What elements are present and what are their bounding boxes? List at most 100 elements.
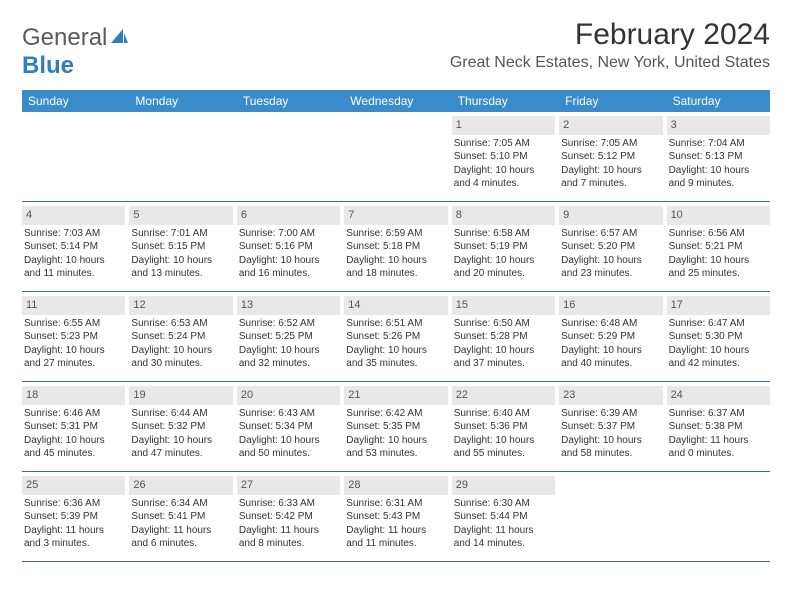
week-row: 1Sunrise: 7:05 AMSunset: 5:10 PMDaylight…	[22, 116, 770, 202]
day-line-day1: Daylight: 10 hours	[561, 434, 660, 448]
day-line-day1: Daylight: 11 hours	[346, 524, 445, 538]
day-line-day1: Daylight: 11 hours	[454, 524, 553, 538]
day-line-sunrise: Sunrise: 7:03 AM	[24, 227, 123, 241]
calendar-page: GeneralBlue February 2024 Great Neck Est…	[0, 0, 792, 580]
day-line-sunset: Sunset: 5:15 PM	[131, 240, 230, 254]
day-line-day2: and 32 minutes.	[239, 357, 338, 371]
day-line-sunrise: Sunrise: 6:47 AM	[669, 317, 768, 331]
weekday-cell: Wednesday	[344, 90, 447, 112]
day-line-sunrise: Sunrise: 6:46 AM	[24, 407, 123, 421]
day-text: Sunrise: 7:03 AMSunset: 5:14 PMDaylight:…	[22, 227, 125, 281]
day-line-day2: and 55 minutes.	[454, 447, 553, 461]
day-line-day1: Daylight: 10 hours	[346, 344, 445, 358]
day-line-day1: Daylight: 10 hours	[561, 254, 660, 268]
weekday-cell: Friday	[559, 90, 662, 112]
empty-cell	[237, 116, 340, 198]
day-number: 26	[129, 476, 232, 495]
day-cell: 16Sunrise: 6:48 AMSunset: 5:29 PMDayligh…	[559, 296, 662, 378]
day-line-day1: Daylight: 10 hours	[239, 434, 338, 448]
day-number: 1	[452, 116, 555, 135]
day-line-sunset: Sunset: 5:39 PM	[24, 510, 123, 524]
day-text: Sunrise: 7:05 AMSunset: 5:12 PMDaylight:…	[559, 137, 662, 191]
day-line-sunrise: Sunrise: 7:05 AM	[561, 137, 660, 151]
day-line-sunset: Sunset: 5:18 PM	[346, 240, 445, 254]
day-number: 9	[559, 206, 662, 225]
day-cell: 29Sunrise: 6:30 AMSunset: 5:44 PMDayligh…	[452, 476, 555, 558]
day-number: 5	[129, 206, 232, 225]
day-cell: 23Sunrise: 6:39 AMSunset: 5:37 PMDayligh…	[559, 386, 662, 468]
day-line-day2: and 8 minutes.	[239, 537, 338, 551]
day-line-sunrise: Sunrise: 6:33 AM	[239, 497, 338, 511]
day-cell: 9 Sunrise: 6:57 AMSunset: 5:20 PMDaylight…	[559, 206, 662, 288]
day-line-day1: Daylight: 11 hours	[131, 524, 230, 538]
day-line-sunset: Sunset: 5:12 PM	[561, 150, 660, 164]
day-line-day2: and 9 minutes.	[669, 177, 768, 191]
day-cell: 10 Sunrise: 6:56 AMSunset: 5:21 PMDayligh…	[667, 206, 770, 288]
day-line-day2: and 47 minutes.	[131, 447, 230, 461]
day-line-day2: and 11 minutes.	[346, 537, 445, 551]
day-line-day2: and 58 minutes.	[561, 447, 660, 461]
day-line-sunrise: Sunrise: 6:44 AM	[131, 407, 230, 421]
day-line-sunset: Sunset: 5:34 PM	[239, 420, 338, 434]
day-number: 16	[559, 296, 662, 315]
day-number: 11	[22, 296, 125, 315]
day-line-sunrise: Sunrise: 6:55 AM	[24, 317, 123, 331]
day-line-day2: and 50 minutes.	[239, 447, 338, 461]
day-line-sunrise: Sunrise: 6:58 AM	[454, 227, 553, 241]
day-line-sunset: Sunset: 5:29 PM	[561, 330, 660, 344]
day-line-sunset: Sunset: 5:30 PM	[669, 330, 768, 344]
week-row: 18Sunrise: 6:46 AMSunset: 5:31 PMDayligh…	[22, 386, 770, 472]
day-line-day1: Daylight: 11 hours	[24, 524, 123, 538]
month-title: February 2024	[450, 18, 770, 52]
day-line-sunset: Sunset: 5:21 PM	[669, 240, 768, 254]
day-text: Sunrise: 6:56 AMSunset: 5:21 PMDaylight:…	[667, 227, 770, 281]
day-number: 6	[237, 206, 340, 225]
day-text: Sunrise: 6:34 AMSunset: 5:41 PMDaylight:…	[129, 497, 232, 551]
day-line-day1: Daylight: 10 hours	[24, 344, 123, 358]
day-cell: 26 Sunrise: 6:34 AMSunset: 5:41 PMDayligh…	[129, 476, 232, 558]
day-line-day1: Daylight: 10 hours	[561, 344, 660, 358]
day-line-day1: Daylight: 10 hours	[454, 344, 553, 358]
day-line-sunrise: Sunrise: 6:56 AM	[669, 227, 768, 241]
day-line-sunrise: Sunrise: 7:04 AM	[669, 137, 768, 151]
day-line-day1: Daylight: 10 hours	[346, 434, 445, 448]
day-number: 25	[22, 476, 125, 495]
day-number: 21	[344, 386, 447, 405]
day-line-sunrise: Sunrise: 6:42 AM	[346, 407, 445, 421]
day-line-day1: Daylight: 10 hours	[454, 434, 553, 448]
day-number: 28	[344, 476, 447, 495]
empty-cell	[559, 476, 662, 558]
day-line-sunrise: Sunrise: 6:37 AM	[669, 407, 768, 421]
day-cell: 2 Sunrise: 7:05 AMSunset: 5:12 PMDaylight…	[559, 116, 662, 198]
logo-text-gray: General	[22, 24, 107, 51]
day-line-day2: and 35 minutes.	[346, 357, 445, 371]
day-line-day1: Daylight: 10 hours	[669, 344, 768, 358]
day-line-sunset: Sunset: 5:10 PM	[454, 150, 553, 164]
day-line-day1: Daylight: 10 hours	[561, 164, 660, 178]
day-number: 10	[667, 206, 770, 225]
day-cell: 13Sunrise: 6:52 AMSunset: 5:25 PMDayligh…	[237, 296, 340, 378]
day-text: Sunrise: 6:57 AMSunset: 5:20 PMDaylight:…	[559, 227, 662, 281]
day-line-day1: Daylight: 10 hours	[131, 344, 230, 358]
day-line-sunrise: Sunrise: 6:30 AM	[454, 497, 553, 511]
day-line-sunset: Sunset: 5:28 PM	[454, 330, 553, 344]
day-line-day1: Daylight: 10 hours	[24, 434, 123, 448]
day-cell: 25 Sunrise: 6:36 AMSunset: 5:39 PMDayligh…	[22, 476, 125, 558]
day-cell: 14Sunrise: 6:51 AMSunset: 5:26 PMDayligh…	[344, 296, 447, 378]
day-line-sunrise: Sunrise: 6:36 AM	[24, 497, 123, 511]
day-text: Sunrise: 6:37 AMSunset: 5:38 PMDaylight:…	[667, 407, 770, 461]
day-line-sunrise: Sunrise: 6:34 AM	[131, 497, 230, 511]
day-line-day2: and 30 minutes.	[131, 357, 230, 371]
day-number: 19	[129, 386, 232, 405]
day-number: 20	[237, 386, 340, 405]
day-text: Sunrise: 6:51 AMSunset: 5:26 PMDaylight:…	[344, 317, 447, 371]
day-number: 2	[559, 116, 662, 135]
day-line-day2: and 7 minutes.	[561, 177, 660, 191]
day-text: Sunrise: 7:05 AMSunset: 5:10 PMDaylight:…	[452, 137, 555, 191]
weeks-container: 1Sunrise: 7:05 AMSunset: 5:10 PMDaylight…	[22, 116, 770, 562]
day-line-day1: Daylight: 10 hours	[454, 254, 553, 268]
day-text: Sunrise: 6:43 AMSunset: 5:34 PMDaylight:…	[237, 407, 340, 461]
day-line-sunset: Sunset: 5:20 PM	[561, 240, 660, 254]
day-text: Sunrise: 6:33 AMSunset: 5:42 PMDaylight:…	[237, 497, 340, 551]
week-row: 25Sunrise: 6:36 AMSunset: 5:39 PMDayligh…	[22, 476, 770, 562]
